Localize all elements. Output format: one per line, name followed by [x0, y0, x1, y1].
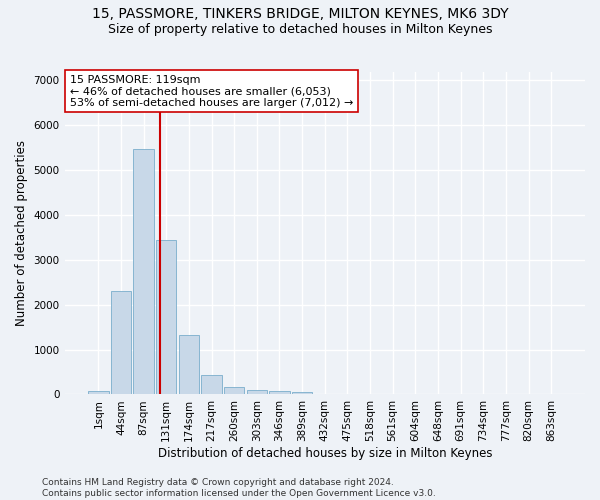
Bar: [133, 148, 154, 394]
Y-axis label: Number of detached properties: Number of detached properties: [15, 140, 28, 326]
Bar: [202, 375, 222, 394]
Bar: [111, 292, 131, 395]
Text: 15, PASSMORE, TINKERS BRIDGE, MILTON KEYNES, MK6 3DY: 15, PASSMORE, TINKERS BRIDGE, MILTON KEY…: [92, 8, 508, 22]
Bar: [247, 390, 267, 394]
X-axis label: Distribution of detached houses by size in Milton Keynes: Distribution of detached houses by size …: [158, 447, 492, 460]
Text: Contains HM Land Registry data © Crown copyright and database right 2024.
Contai: Contains HM Land Registry data © Crown c…: [42, 478, 436, 498]
Bar: [224, 386, 244, 394]
Bar: [179, 335, 199, 394]
Text: 15 PASSMORE: 119sqm
← 46% of detached houses are smaller (6,053)
53% of semi-det: 15 PASSMORE: 119sqm ← 46% of detached ho…: [70, 74, 353, 108]
Text: Size of property relative to detached houses in Milton Keynes: Size of property relative to detached ho…: [108, 22, 492, 36]
Bar: [292, 392, 313, 394]
Bar: [156, 240, 176, 394]
Bar: [269, 392, 290, 394]
Bar: [88, 392, 109, 394]
